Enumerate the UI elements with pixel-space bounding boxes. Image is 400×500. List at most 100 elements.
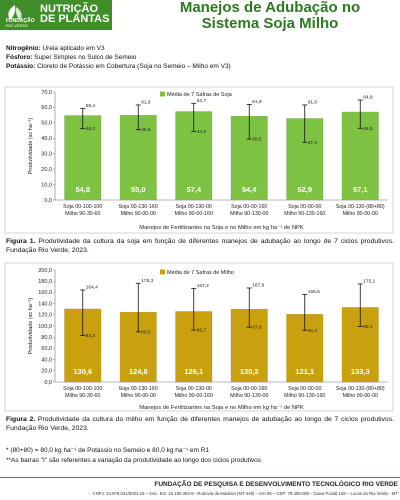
category-label: Soja 00-00-160 bbox=[231, 386, 267, 392]
y-tick-label: 0,0 bbox=[44, 380, 52, 386]
logo-subtitle: RIO VERDE bbox=[6, 23, 29, 28]
category-label: Soja 00-100-100 bbox=[63, 386, 102, 392]
y-tick-label: 40,0 bbox=[41, 136, 52, 142]
info-text: Ureia aplicado em V3 bbox=[40, 45, 105, 52]
brand-banner: FUNDAÇÃO RIO VERDE NUTRIÇÃO DE PLANTAS bbox=[0, 0, 112, 30]
category-label: Soja 00-00-00 bbox=[288, 204, 321, 210]
info-text: Cloreto de Potássio em Cobertura (Soja n… bbox=[35, 63, 231, 70]
category-label: Milho 90-00-00 bbox=[121, 211, 156, 217]
legend-swatch bbox=[160, 269, 165, 275]
category-label: Soja 00-130-(80+80) bbox=[336, 386, 385, 392]
logo-name: FUNDAÇÃO bbox=[6, 18, 35, 24]
bar-value-label: 130,2 bbox=[240, 367, 259, 376]
category-label: Milho 90-00-160 bbox=[175, 211, 213, 217]
error-high-label: 156,5 bbox=[308, 289, 320, 295]
category-label: Soja 00-130-160 bbox=[119, 204, 158, 210]
category-label: Milho 90-00-160 bbox=[175, 393, 213, 399]
category-label: Soja 00-00-160 bbox=[231, 204, 267, 210]
x-axis-label: Manejos de Fertilizantes na Soja e no Mi… bbox=[139, 405, 304, 411]
y-tick-label: 20,0 bbox=[41, 369, 52, 375]
banner-line-2: DE PLANTAS bbox=[40, 13, 110, 25]
category-label: Soja 00-130-160 bbox=[119, 386, 158, 392]
bar-value-label: 52,9 bbox=[297, 185, 312, 194]
category-label: Soja 00-130-(80+80) bbox=[336, 204, 385, 210]
y-axis-label: Produtividade (sc ha⁻¹) bbox=[28, 297, 34, 354]
footnote-potassium: * (80+80) = 80,0 kg ha⁻¹ de Potássio no … bbox=[6, 447, 210, 454]
y-tick-label: 70,0 bbox=[41, 90, 52, 96]
error-low-label: 46,2 bbox=[86, 126, 96, 132]
category-label: Soja 00-00-00 bbox=[288, 386, 321, 392]
category-label: Milho 90-30-60 bbox=[65, 211, 100, 217]
legend-swatch bbox=[160, 91, 165, 97]
chart-frame bbox=[4, 86, 394, 234]
info-potassium: Potássio: Cloreto de Potássio em Cobertu… bbox=[6, 63, 231, 71]
info-text: Super Simples no Sulco de Semeio bbox=[32, 54, 137, 61]
figure-2-caption: Figura 2. Produtividade da cultura do mi… bbox=[6, 415, 394, 433]
caption-label: Figura 2. bbox=[6, 416, 36, 423]
leaf-logo-icon bbox=[8, 5, 22, 20]
bar-value-label: 55,0 bbox=[131, 185, 146, 194]
bar-value-label: 57,1 bbox=[353, 185, 368, 194]
y-tick-label: 40,0 bbox=[41, 357, 52, 363]
legend-label: Média de 7 Safras de Soja bbox=[167, 92, 233, 98]
y-tick-label: 180,0 bbox=[38, 279, 52, 285]
footer-organization: FUNDAÇÃO DE PESQUISA E DESENVOLVIMENTO T… bbox=[154, 481, 398, 488]
y-tick-label: 60,0 bbox=[41, 346, 52, 352]
y-tick-label: 140,0 bbox=[38, 301, 52, 307]
category-label: Soja 00-100-100 bbox=[63, 204, 102, 210]
y-tick-label: 80,0 bbox=[41, 335, 52, 341]
error-high-label: 59,4 bbox=[86, 103, 96, 109]
error-high-label: 176,3 bbox=[141, 278, 153, 284]
category-label: Soja 00-130-00 bbox=[176, 386, 212, 392]
bar-value-label: 130,6 bbox=[73, 367, 92, 376]
y-tick-label: 10,0 bbox=[41, 182, 52, 188]
category-label: Soja 00-130-00 bbox=[176, 204, 212, 210]
footnote-error-bars: **As barras "I" são referentes a variaçã… bbox=[6, 457, 262, 464]
error-low-label: 37,4 bbox=[308, 140, 318, 146]
error-low-label: 39,5 bbox=[252, 137, 262, 143]
y-tick-label: 160,0 bbox=[38, 290, 52, 296]
legend-label: Média de 7 Safras de Milho bbox=[167, 270, 234, 276]
error-low-label: 92,4 bbox=[308, 328, 318, 334]
error-high-label: 167,9 bbox=[252, 282, 264, 288]
error-low-label: 44,5 bbox=[197, 129, 207, 135]
caption-text: Produtividade da cultura da soja em funç… bbox=[6, 238, 394, 254]
banner-text: NUTRIÇÃO DE PLANTAS bbox=[40, 4, 110, 25]
bar-value-label: 54,8 bbox=[75, 185, 90, 194]
y-tick-label: 200,0 bbox=[38, 268, 52, 274]
info-label: Nitrogênio: bbox=[6, 45, 41, 52]
category-label: Milho 90-00-00 bbox=[343, 211, 378, 217]
corn-yield-chart: 0,0 20,0 40,0 60,0 80,0 100,0 120,0 140,0 160,0 1… bbox=[4, 262, 394, 412]
page-title-line-2: Sistema Soja Milho bbox=[201, 15, 339, 32]
y-tick-label: 50,0 bbox=[41, 121, 52, 127]
y-tick-label: 0,0 bbox=[44, 198, 52, 204]
error-high-label: 167,2 bbox=[197, 283, 209, 289]
category-label: Milho 90-130-00 bbox=[230, 393, 268, 399]
bar-value-label: 54,4 bbox=[242, 185, 257, 194]
x-axis-label: Manejos de Fertilizantes na Soja e no Mi… bbox=[139, 225, 304, 231]
error-low-label: 45,6 bbox=[141, 127, 151, 133]
error-low-label: 46,5 bbox=[363, 126, 373, 132]
error-low-label: 89,5 bbox=[141, 329, 151, 335]
error-high-label: 164,4 bbox=[86, 284, 98, 290]
caption-label: Figura 1. bbox=[6, 238, 36, 245]
chart-frame bbox=[4, 262, 394, 412]
error-low-label: 92,7 bbox=[197, 328, 207, 334]
category-label: Milho 90-130-160 bbox=[284, 393, 325, 399]
info-label: Fósforo: bbox=[6, 54, 33, 61]
bar-value-label: 121,1 bbox=[295, 367, 314, 376]
figure-1-caption: Figura 1. Produtividade da cultura da so… bbox=[6, 237, 394, 255]
error-high-label: 62,7 bbox=[197, 98, 207, 104]
category-label: Milho 90-130-00 bbox=[230, 211, 268, 217]
y-tick-label: 100,0 bbox=[38, 324, 52, 330]
category-label: Milho 90-00-00 bbox=[121, 393, 156, 399]
y-tick-label: 30,0 bbox=[41, 152, 52, 158]
page-title: Manejos de Adubação no Sistema Soja Milh… bbox=[150, 0, 390, 32]
error-high-label: 61,9 bbox=[252, 99, 262, 105]
bar-value-label: 133,3 bbox=[351, 367, 370, 376]
bar bbox=[64, 115, 102, 201]
error-low-label: 99,1 bbox=[363, 324, 373, 330]
footer-divider bbox=[0, 477, 400, 478]
info-label: Potássio: bbox=[6, 63, 36, 70]
footer-contact: CNPJ: 24.979.041/0001-15 – Insc. Est. 15… bbox=[92, 491, 399, 496]
